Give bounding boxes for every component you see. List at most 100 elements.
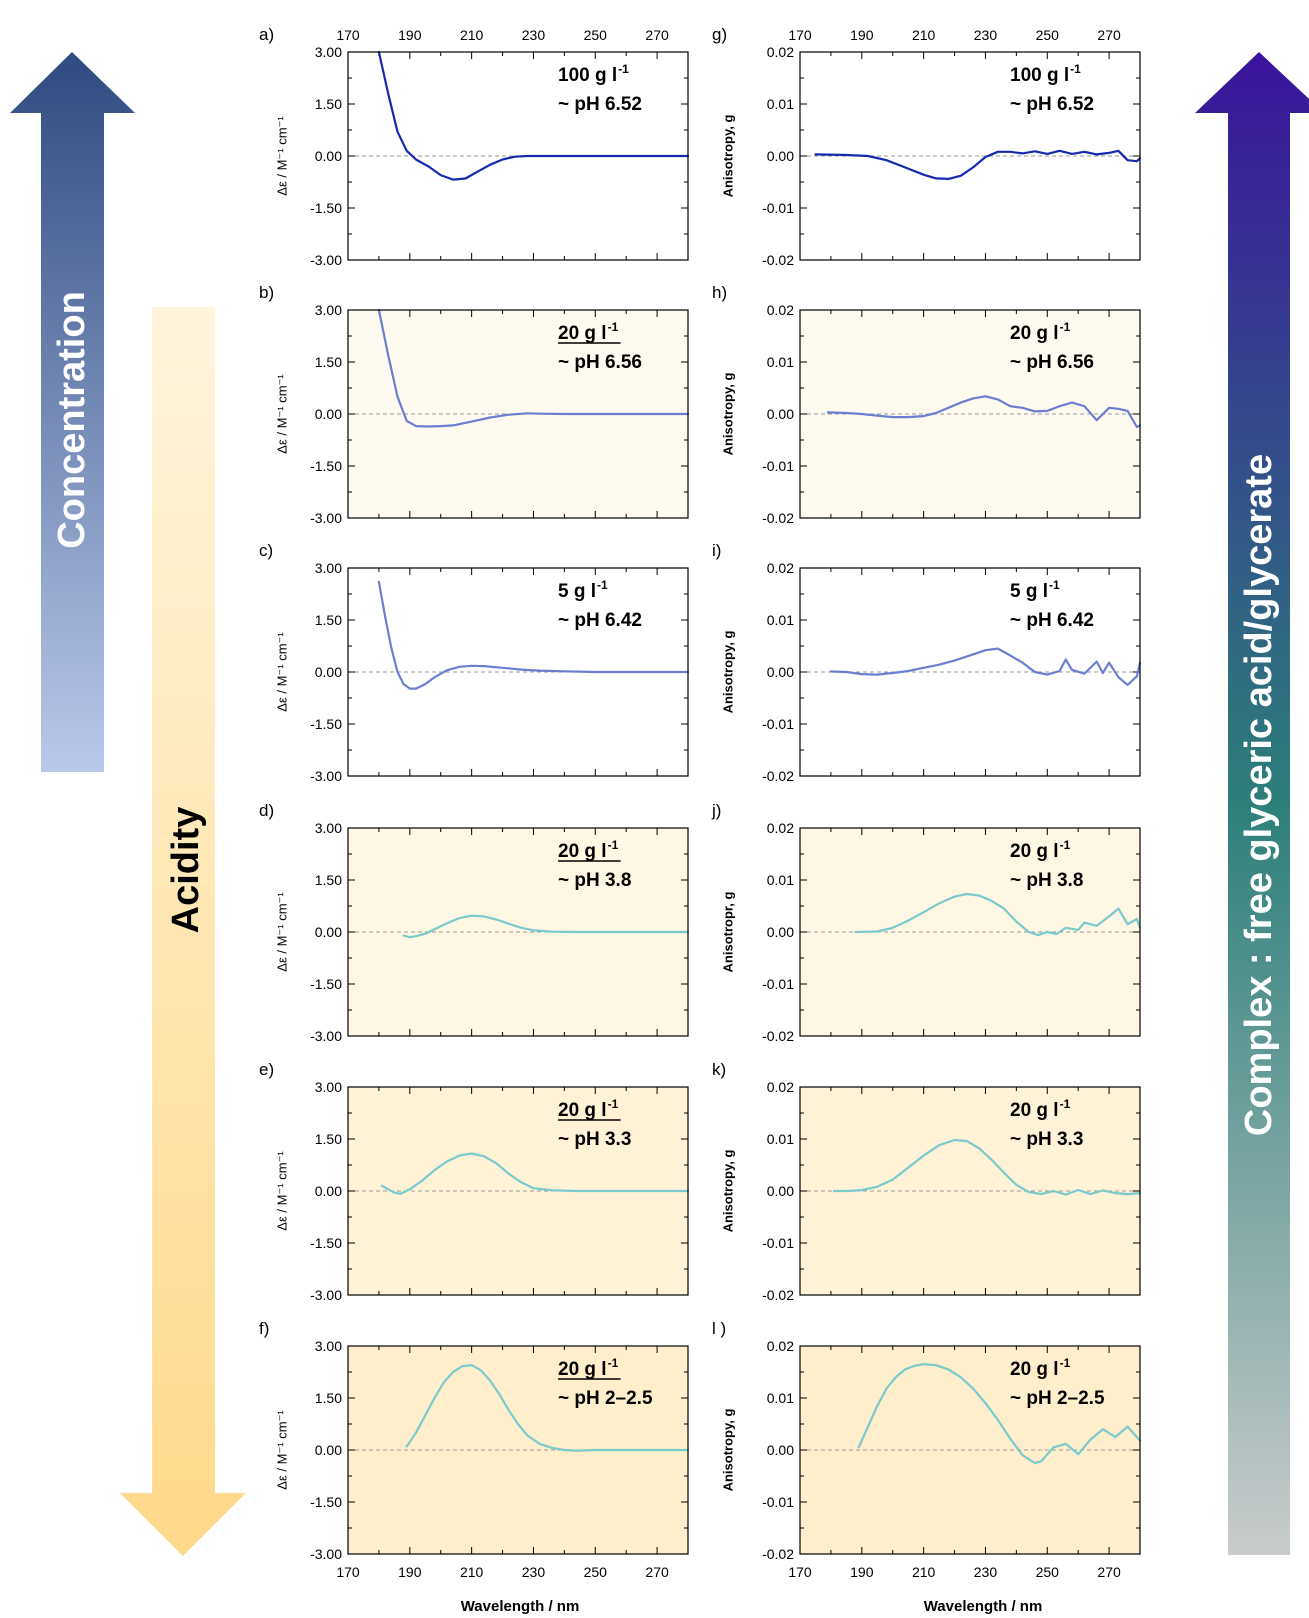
y-axis-label: Anisotropy, g: [721, 373, 736, 456]
complex-label: Complex : free glyceric acid/glycerate: [1238, 454, 1280, 1136]
concentration-arrow-shape: [10, 52, 135, 772]
y-tick-label: 0.02: [767, 302, 794, 318]
y-tick-label: 3.00: [315, 1079, 342, 1095]
y-tick-label: 0.01: [767, 1131, 794, 1147]
panel-g: 0.02 0.01 0.00 -0.01 -0.02 170 190 210 230 250 270…: [712, 25, 1142, 268]
y-tick-label: 3.00: [315, 302, 342, 318]
concentration-superscript: -1: [1049, 578, 1060, 592]
panel-l: 0.02 0.01 0.00 -0.01 -0.02 170 190 210 230 250 270…: [712, 1319, 1142, 1580]
y-tick-label: -1.50: [310, 458, 342, 474]
concentration-label: Concentration: [51, 291, 93, 549]
x-axis-label-right: Wavelength / nm: [924, 1598, 1043, 1615]
x-tick-label: 210: [460, 27, 484, 43]
x-tick-label: 190: [850, 1564, 874, 1580]
ph-annotation: ~ pH 6.56: [1010, 352, 1094, 373]
series-line: [857, 1363, 1142, 1465]
y-tick-label: -1.50: [310, 976, 342, 992]
concentration-annotation: 20 g l: [558, 323, 607, 344]
acidity-arrow-shape: [120, 307, 246, 1556]
plot-frame: [347, 567, 689, 777]
concentration-annotation: 20 g l: [1010, 323, 1059, 344]
y-tick-label: 0.00: [767, 148, 794, 164]
concentration-superscript: -1: [1060, 1097, 1071, 1111]
y-tick-label: -0.01: [762, 716, 794, 732]
panel-k: 0.02 0.01 0.00 -0.01 -0.02 Anisotropy, g k) 20 …: [712, 1060, 1142, 1303]
x-axis-label-left: Wavelength / nm: [461, 1598, 580, 1615]
panel-c: 3.00 1.50 0.00 -1.50 -3.00 Δε / M⁻¹ cm⁻¹ c) 5 g…: [259, 541, 690, 784]
y-tick-label: -1.50: [310, 200, 342, 216]
y-tick-label: 0.00: [315, 148, 342, 164]
concentration-annotation: 5 g l: [1010, 581, 1048, 602]
y-tick-label: 0.02: [767, 820, 794, 836]
y-tick-label: -0.02: [762, 1546, 794, 1562]
concentration-superscript: -1: [1060, 1356, 1071, 1370]
x-tick-label: 190: [398, 1564, 422, 1580]
y-tick-label: -1.50: [310, 1494, 342, 1510]
concentration-annotation: 20 g l: [558, 841, 607, 862]
ph-annotation: ~ pH 6.42: [1010, 610, 1094, 631]
y-axis-label: Δε / M⁻¹ cm⁻¹: [275, 1151, 290, 1231]
panel-label: b): [259, 283, 274, 302]
y-tick-label: 0.01: [767, 612, 794, 628]
plot-frame: [347, 827, 689, 1037]
ph-annotation: ~ pH 3.8: [558, 870, 631, 891]
concentration-superscript: -1: [1070, 62, 1081, 76]
x-tick-label: 230: [522, 27, 546, 43]
concentration-annotation: 100 g l: [1010, 65, 1069, 86]
plot-frame: [347, 309, 689, 519]
plot-frame: [799, 827, 1141, 1037]
y-tick-label: 1.50: [315, 96, 342, 112]
series-line: [377, 580, 690, 690]
concentration-superscript: -1: [1060, 320, 1071, 334]
x-tick-label: 270: [1097, 1564, 1121, 1580]
y-tick-label: -0.02: [762, 252, 794, 268]
y-tick-label: -3.00: [310, 510, 342, 526]
x-tick-label: 270: [1097, 27, 1121, 43]
x-tick-label: 170: [788, 27, 812, 43]
panel-i: 0.02 0.01 0.00 -0.01 -0.02 Anisotropy, g i) 5 g…: [712, 541, 1142, 784]
series-line: [854, 892, 1142, 937]
concentration-arrow: Concentration: [10, 52, 135, 772]
y-tick-label: -0.01: [762, 1494, 794, 1510]
concentration-superscript: -1: [608, 320, 619, 334]
y-tick-label: 0.00: [767, 1442, 794, 1458]
panel-d: 3.00 1.50 0.00 -1.50 -3.00 Δε / M⁻¹ cm⁻¹ d) 20 …: [259, 801, 690, 1044]
ph-annotation: ~ pH 2–2.5: [558, 1388, 653, 1409]
y-tick-label: 3.00: [315, 44, 342, 60]
concentration-superscript: -1: [608, 838, 619, 852]
y-tick-label: 0.00: [767, 664, 794, 680]
y-tick-label: -0.01: [762, 976, 794, 992]
panel-b: 3.00 1.50 0.00 -1.50 -3.00 Δε / M⁻¹ cm⁻¹ b) 20 …: [259, 283, 690, 526]
y-axis-label: Anisotropy, g: [721, 1409, 736, 1492]
ph-annotation: ~ pH 6.42: [558, 610, 642, 631]
ph-annotation: ~ pH 3.8: [1010, 870, 1083, 891]
concentration-annotation: 20 g l: [1010, 841, 1059, 862]
x-tick-label: 250: [1036, 27, 1060, 43]
y-tick-label: 3.00: [315, 820, 342, 836]
series-line: [832, 1138, 1142, 1196]
y-tick-label: -3.00: [310, 768, 342, 784]
x-tick-label: 170: [336, 1564, 360, 1580]
ph-annotation: ~ pH 6.52: [558, 94, 642, 115]
plot-frame: [799, 1345, 1141, 1555]
x-tick-label: 230: [974, 1564, 998, 1580]
concentration-annotation: 20 g l: [558, 1359, 607, 1380]
panels: 3.00 1.50 0.00 -1.50 -3.00 170 190 210 230 250 270…: [259, 25, 1142, 1580]
y-tick-label: 0.00: [315, 1183, 342, 1199]
concentration-superscript: -1: [618, 62, 629, 76]
plot-frame: [799, 309, 1141, 519]
x-tick-label: 250: [1036, 1564, 1060, 1580]
concentration-superscript: -1: [1060, 838, 1071, 852]
y-tick-label: 0.00: [315, 924, 342, 940]
y-tick-label: 0.00: [315, 664, 342, 680]
panel-label: a): [259, 25, 274, 44]
panel-label: l ): [712, 1319, 726, 1338]
panel-a: 3.00 1.50 0.00 -1.50 -3.00 170 190 210 230 250 270…: [259, 25, 690, 268]
y-tick-label: 0.02: [767, 560, 794, 576]
series-line: [814, 149, 1142, 180]
y-tick-label: 1.50: [315, 354, 342, 370]
y-tick-label: -0.02: [762, 510, 794, 526]
y-tick-label: 0.02: [767, 44, 794, 60]
panel-label: g): [712, 25, 727, 44]
y-axis-label: Δε / M⁻¹ cm⁻¹: [275, 892, 290, 972]
